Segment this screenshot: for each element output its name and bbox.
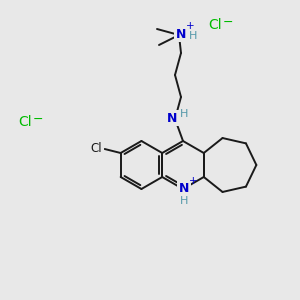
Text: +: + <box>189 176 197 186</box>
Text: H: H <box>180 196 188 206</box>
Text: N: N <box>176 28 186 40</box>
Text: Cl: Cl <box>18 115 32 129</box>
Text: H: H <box>180 109 188 119</box>
Text: Cl: Cl <box>91 142 103 154</box>
Text: +: + <box>186 21 194 31</box>
Text: Cl: Cl <box>208 18 222 32</box>
Text: −: − <box>33 112 44 125</box>
Text: −: − <box>223 16 233 28</box>
Text: N: N <box>179 182 189 194</box>
Text: N: N <box>167 112 177 124</box>
Text: H: H <box>189 31 197 41</box>
